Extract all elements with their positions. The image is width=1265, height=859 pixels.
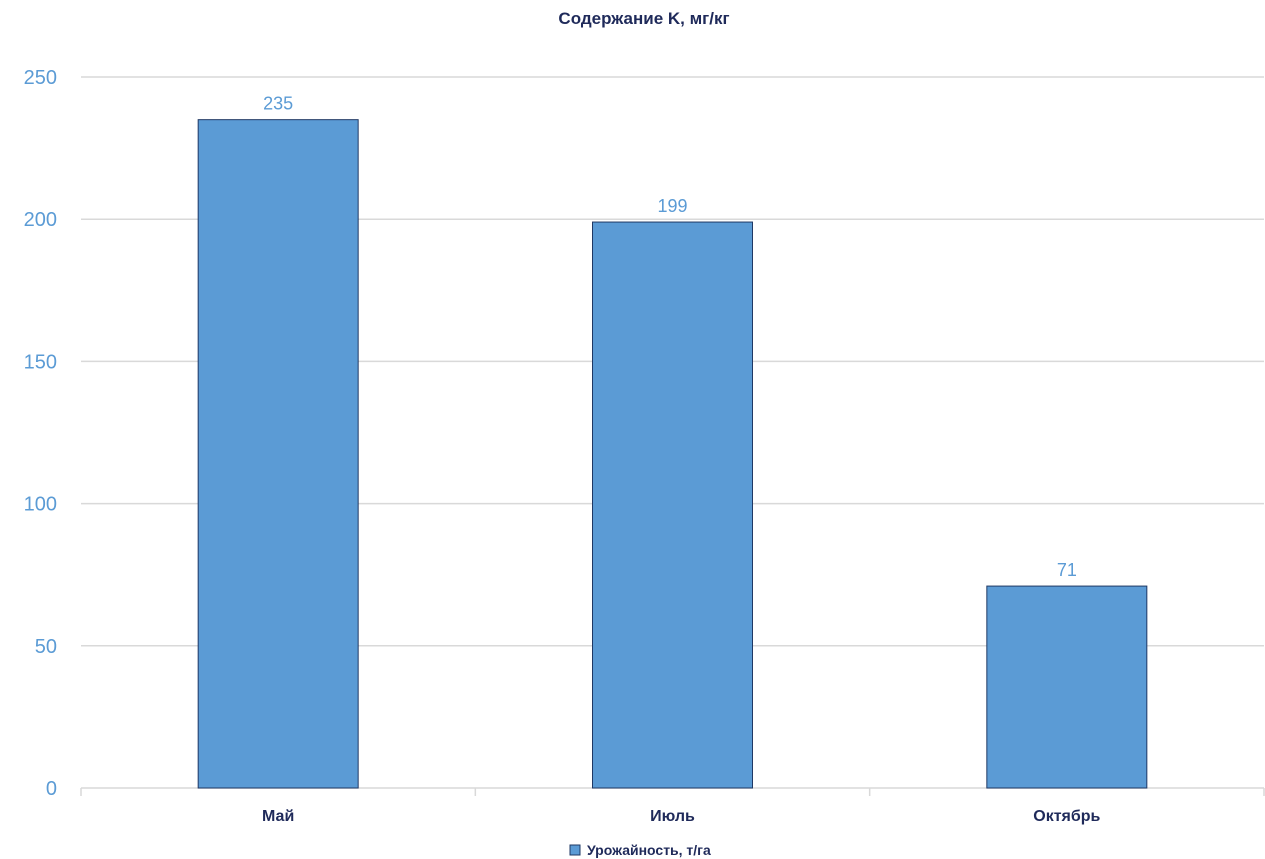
legend: Урожайность, т/га (569, 842, 711, 858)
legend-swatch (569, 844, 581, 856)
y-tick-label: 100 (24, 494, 57, 516)
y-tick-label: 0 (46, 778, 57, 800)
data-label: 199 (657, 196, 687, 216)
x-tick-label: Июль (650, 808, 695, 825)
legend-label: Урожайность, т/га (587, 842, 711, 858)
chart-title: Содержание K, мг/кг (558, 9, 729, 28)
bars (197, 119, 1148, 789)
x-tick-label: Октябрь (1033, 808, 1100, 825)
y-tick-label: 200 (24, 209, 57, 231)
y-axis-ticks: 0 50 100 150 200 250 (24, 67, 57, 800)
data-labels: 235 199 71 (263, 94, 1077, 580)
bar (592, 221, 753, 789)
x-axis-tick-marks (80, 788, 1265, 796)
bar (986, 585, 1148, 789)
x-axis-labels: Май Июль Октябрь (262, 808, 1101, 825)
y-tick-label: 50 (35, 636, 57, 658)
bar (197, 119, 359, 789)
data-label: 235 (263, 94, 293, 114)
data-label: 71 (1057, 560, 1077, 580)
x-tick-label: Май (262, 808, 294, 825)
y-tick-label: 250 (24, 67, 57, 89)
y-tick-label: 150 (24, 351, 57, 373)
